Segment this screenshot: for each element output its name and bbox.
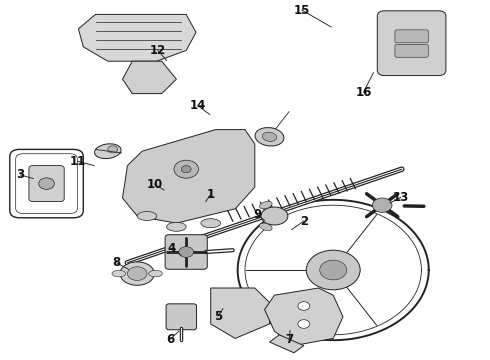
FancyBboxPatch shape (395, 44, 428, 57)
Polygon shape (211, 288, 270, 338)
Text: 10: 10 (147, 178, 163, 191)
Ellipse shape (167, 222, 186, 231)
FancyBboxPatch shape (165, 235, 207, 269)
Polygon shape (78, 14, 196, 61)
FancyBboxPatch shape (29, 166, 64, 202)
FancyBboxPatch shape (166, 304, 196, 330)
Ellipse shape (112, 270, 125, 277)
Circle shape (179, 247, 194, 257)
Polygon shape (122, 130, 255, 223)
Text: 15: 15 (294, 4, 310, 17)
Polygon shape (122, 61, 176, 94)
FancyBboxPatch shape (395, 30, 428, 43)
Text: 2: 2 (300, 215, 308, 228)
Ellipse shape (127, 267, 147, 280)
Circle shape (174, 160, 198, 178)
Polygon shape (270, 335, 304, 353)
Circle shape (298, 302, 310, 310)
Text: 5: 5 (214, 310, 222, 323)
FancyBboxPatch shape (377, 11, 446, 76)
Text: 11: 11 (69, 155, 86, 168)
Text: 12: 12 (149, 44, 166, 57)
Text: 6: 6 (167, 333, 174, 346)
Text: 1: 1 (207, 188, 215, 201)
Ellipse shape (95, 144, 121, 159)
Text: 4: 4 (168, 242, 175, 255)
Text: 7: 7 (285, 333, 293, 346)
Ellipse shape (255, 127, 284, 146)
Text: 14: 14 (190, 99, 206, 112)
Circle shape (372, 198, 392, 212)
Ellipse shape (260, 223, 272, 231)
Ellipse shape (260, 201, 272, 209)
Circle shape (108, 146, 118, 153)
Circle shape (298, 320, 310, 328)
Ellipse shape (149, 270, 163, 277)
Ellipse shape (201, 219, 220, 228)
Ellipse shape (262, 132, 277, 141)
Ellipse shape (261, 207, 288, 225)
Polygon shape (265, 288, 343, 346)
Text: 13: 13 (392, 191, 409, 204)
Circle shape (39, 178, 54, 189)
Circle shape (319, 260, 347, 280)
Text: 8: 8 (113, 256, 121, 269)
Text: 16: 16 (355, 86, 372, 99)
Circle shape (306, 250, 360, 290)
Circle shape (181, 166, 191, 173)
Ellipse shape (137, 211, 157, 220)
Text: 3: 3 (17, 168, 24, 181)
Text: 9: 9 (253, 208, 261, 221)
Ellipse shape (120, 262, 154, 285)
